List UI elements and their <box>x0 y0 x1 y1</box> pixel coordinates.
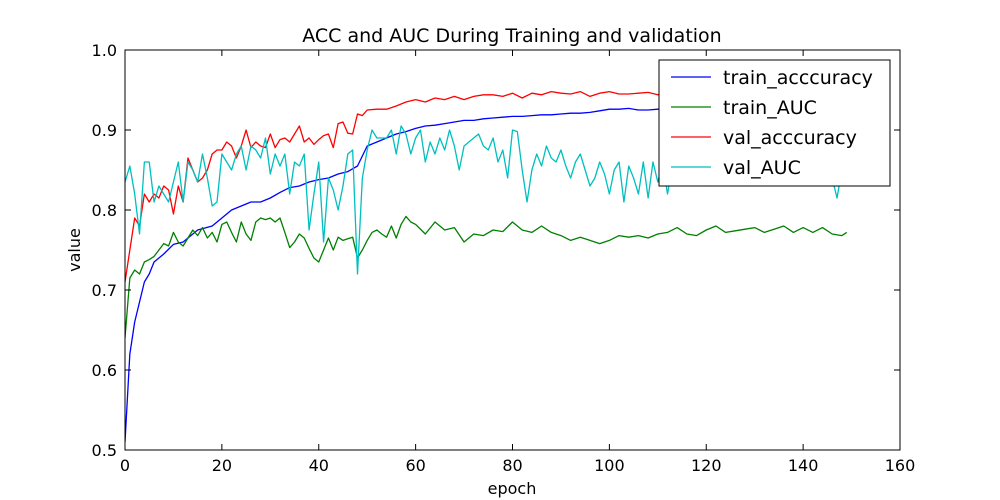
x-tick-label: 160 <box>885 456 916 475</box>
y-axis: 0.5 0.6 0.7 0.8 0.9 1.0 <box>92 41 900 460</box>
x-axis: 0 20 40 60 80 100 120 140 160 <box>120 50 915 475</box>
x-tick-label: 120 <box>691 456 722 475</box>
y-tick-label: 0.9 <box>92 121 117 140</box>
series-line-val_acccuracy <box>125 85 678 283</box>
y-axis-label: value <box>65 228 84 272</box>
y-tick-label: 1.0 <box>92 41 117 60</box>
y-tick-label: 0.6 <box>92 361 117 380</box>
x-tick-label: 40 <box>309 456 329 475</box>
legend-label-val_AUC: val_AUC <box>723 157 801 179</box>
series-line-train_AUC <box>125 215 848 339</box>
x-tick-label: 60 <box>405 456 425 475</box>
legend: train_acccuracy train_AUC val_acccuracyval… <box>658 59 891 187</box>
legend-label-train_acccuracy: train_acccuracy <box>723 67 873 89</box>
y-tick-label: 0.8 <box>92 201 117 220</box>
y-tick-label: 0.5 <box>92 441 117 460</box>
legend-label-train_AUC: train_AUC <box>723 97 817 119</box>
x-tick-label: 20 <box>212 456 232 475</box>
x-tick-label: 80 <box>502 456 522 475</box>
x-axis-label: epoch <box>488 479 537 498</box>
legend-box <box>658 59 891 187</box>
x-tick-label: 100 <box>594 456 625 475</box>
y-tick-label: 0.7 <box>92 281 117 300</box>
x-tick-label: 140 <box>788 456 819 475</box>
chart-title: ACC and AUC During Training and validati… <box>302 25 721 47</box>
legend-label-val_acccuracy: val_acccuracy <box>723 127 857 149</box>
x-tick-label: 0 <box>120 456 130 475</box>
